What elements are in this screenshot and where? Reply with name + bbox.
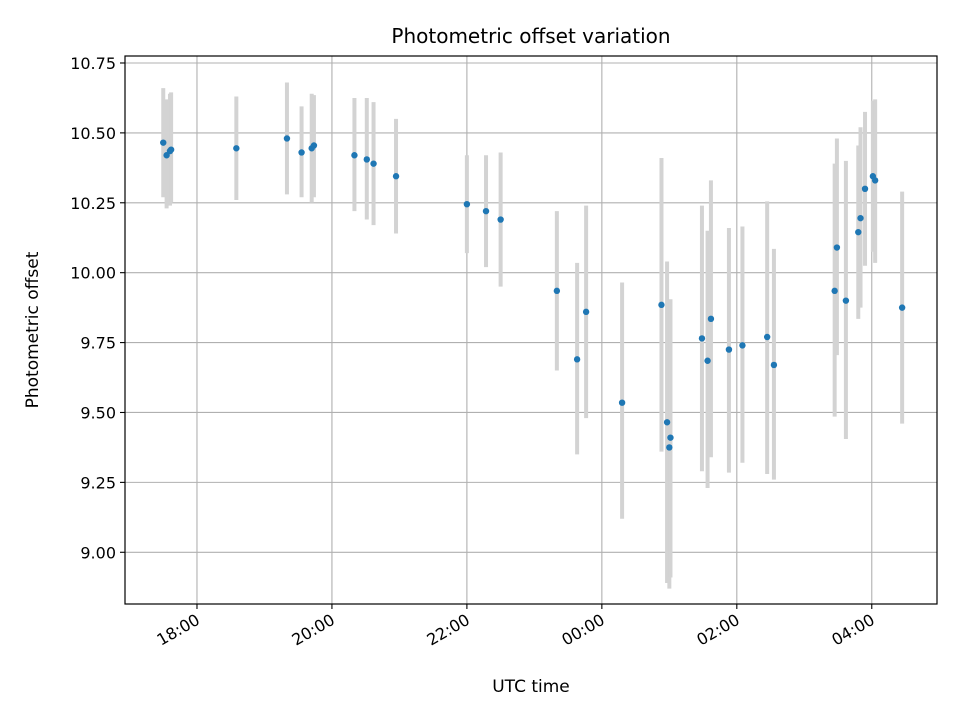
data-point bbox=[582, 308, 590, 316]
data-point bbox=[167, 146, 175, 153]
data-point bbox=[855, 228, 862, 236]
y-tick-label: 9.25 bbox=[80, 473, 116, 492]
x-axis-title: UTC time bbox=[492, 677, 570, 697]
y-axis: 9.00 9.25 9.50 9.75 10.00 10.25 10.50 10.75 bbox=[70, 54, 125, 562]
data-point bbox=[663, 419, 671, 426]
data-point bbox=[704, 357, 711, 364]
data-point bbox=[310, 142, 318, 149]
data-point bbox=[763, 333, 771, 341]
data-point bbox=[842, 297, 850, 304]
y-tick-label: 10.00 bbox=[70, 264, 116, 283]
data-point bbox=[298, 149, 305, 156]
data-point bbox=[833, 244, 841, 251]
data-point bbox=[698, 335, 706, 342]
data-point bbox=[573, 356, 581, 363]
y-axis-title: Photometric offset bbox=[23, 251, 43, 408]
data-points bbox=[160, 135, 906, 451]
data-point bbox=[861, 185, 869, 193]
data-point bbox=[871, 177, 879, 184]
data-point bbox=[370, 160, 377, 167]
data-point bbox=[351, 152, 358, 159]
data-point bbox=[233, 145, 240, 152]
data-point bbox=[898, 304, 906, 311]
data-point bbox=[739, 342, 746, 349]
y-tick-label: 9.50 bbox=[80, 403, 116, 422]
data-point bbox=[283, 135, 291, 142]
y-tick-label: 10.25 bbox=[70, 194, 116, 213]
data-point bbox=[831, 287, 838, 295]
plot-frame bbox=[124, 55, 938, 605]
data-point bbox=[363, 156, 371, 163]
data-point bbox=[553, 287, 561, 295]
data-point bbox=[392, 173, 400, 180]
data-point bbox=[666, 444, 673, 451]
y-tick-label: 10.50 bbox=[70, 124, 116, 143]
data-point bbox=[707, 315, 715, 323]
y-tick-label: 9.00 bbox=[80, 543, 116, 562]
data-point bbox=[725, 346, 733, 353]
y-tick-label: 9.75 bbox=[80, 334, 116, 353]
data-point bbox=[463, 200, 471, 208]
data-point bbox=[667, 434, 674, 441]
data-point bbox=[770, 361, 778, 369]
data-point bbox=[857, 214, 864, 222]
data-point bbox=[658, 301, 665, 309]
data-point bbox=[618, 399, 626, 406]
data-point bbox=[160, 139, 167, 146]
y-tick-label: 10.75 bbox=[70, 54, 116, 73]
data-point bbox=[482, 207, 490, 215]
chart-title: Photometric offset variation bbox=[391, 24, 670, 48]
data-point bbox=[497, 216, 504, 223]
